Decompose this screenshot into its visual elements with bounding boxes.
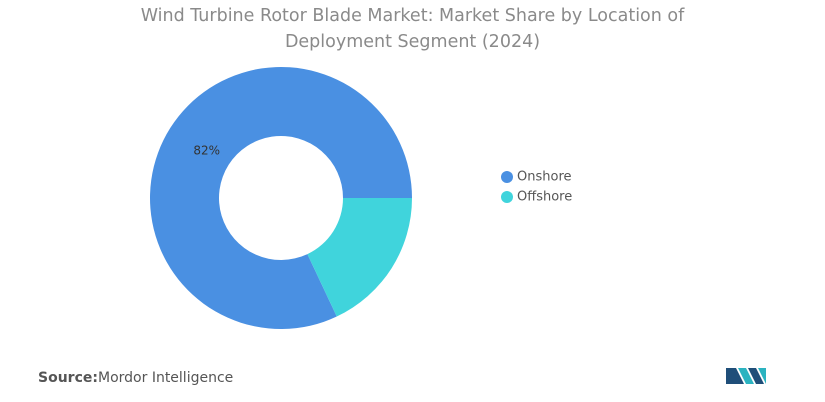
donut: 82% (150, 66, 413, 329)
legend-label: Onshore (517, 170, 572, 185)
value-label: 82% (193, 143, 220, 157)
legend: Onshore Offshore (501, 170, 572, 205)
source-text: Mordor Intelligence (98, 370, 233, 386)
logo (726, 368, 766, 384)
slice (150, 66, 413, 329)
legend-marker (501, 171, 513, 183)
slice (307, 198, 412, 317)
legend-label: Offshore (517, 190, 572, 205)
source-label: Source: (38, 370, 98, 386)
chart-title: Wind Turbine Rotor Blade Market: Market … (140, 6, 685, 52)
legend-marker (501, 191, 513, 203)
